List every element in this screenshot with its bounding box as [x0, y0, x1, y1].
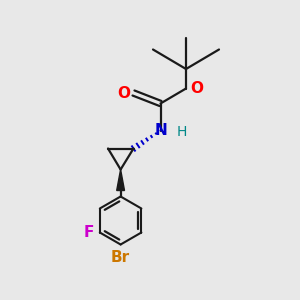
- Text: F: F: [84, 225, 94, 240]
- Text: H: H: [177, 125, 188, 139]
- Text: Br: Br: [111, 250, 130, 265]
- Text: O: O: [117, 85, 130, 100]
- Text: O: O: [190, 81, 203, 96]
- Text: N: N: [154, 123, 167, 138]
- Polygon shape: [117, 169, 124, 190]
